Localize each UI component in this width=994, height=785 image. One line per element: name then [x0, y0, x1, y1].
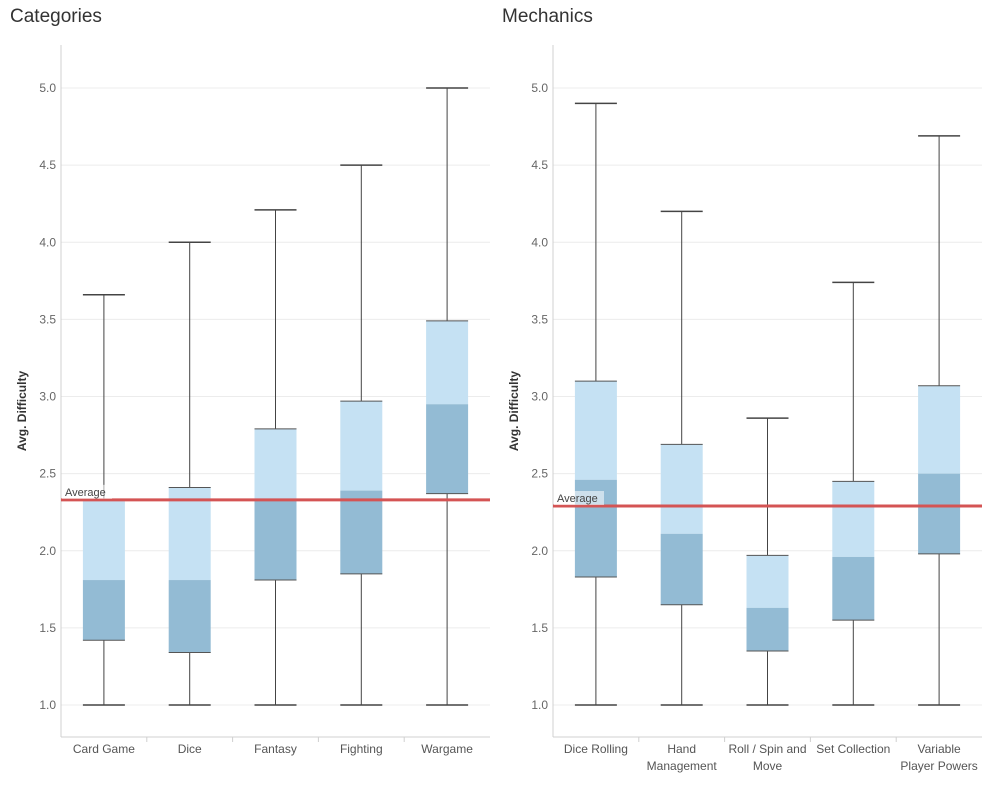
upper-box: [746, 555, 789, 608]
lower-box: [918, 473, 961, 554]
upper-box: [660, 444, 703, 534]
y-tick-label: 5.0: [39, 81, 56, 95]
upper-box: [82, 499, 125, 581]
y-tick-label: 3.0: [531, 390, 548, 404]
lower-box: [168, 580, 211, 653]
upper-box: [574, 381, 617, 480]
y-tick-label: 1.0: [39, 698, 56, 712]
y-tick-label: 4.0: [531, 235, 548, 249]
average-label: Average: [557, 493, 598, 505]
lower-box: [340, 490, 383, 574]
y-tick-label: 1.0: [531, 698, 548, 712]
y-tick-label: 2.0: [531, 544, 548, 558]
x-category-label: Move: [753, 759, 783, 773]
lower-box: [426, 404, 469, 494]
x-category-label: Variable: [918, 742, 961, 756]
panel-title: Mechanics: [502, 6, 593, 27]
y-axis-title: Avg. Difficulty: [15, 371, 29, 452]
y-tick-label: 2.0: [39, 544, 56, 558]
average-label-background: [554, 491, 604, 506]
upper-box: [340, 401, 383, 491]
y-tick-label: 4.5: [531, 158, 548, 172]
y-tick-label: 3.0: [39, 390, 56, 404]
upper-box: [254, 428, 297, 500]
x-category-label: Wargame: [421, 742, 473, 756]
x-category-label: Player Powers: [900, 759, 977, 773]
lower-box: [254, 499, 297, 581]
upper-box: [426, 320, 469, 405]
y-tick-label: 4.5: [39, 158, 56, 172]
y-tick-label: 2.5: [39, 467, 56, 481]
y-tick-label: 1.5: [39, 621, 56, 635]
panel-title: Categories: [10, 6, 102, 27]
lower-box: [82, 580, 125, 641]
x-category-label: Roll / Spin and: [728, 742, 806, 756]
y-tick-label: 1.5: [531, 621, 548, 635]
y-tick-label: 3.5: [531, 312, 548, 326]
lower-box: [832, 556, 875, 621]
x-category-label: Fantasy: [254, 742, 297, 756]
x-category-label: Dice Rolling: [564, 742, 628, 756]
y-axis-title: Avg. Difficulty: [507, 371, 521, 452]
upper-box: [168, 487, 211, 581]
y-tick-label: 2.5: [531, 467, 548, 481]
y-tick-label: 5.0: [531, 81, 548, 95]
y-tick-label: 4.0: [39, 235, 56, 249]
lower-box: [746, 607, 789, 652]
upper-box: [918, 385, 961, 474]
lower-box: [660, 533, 703, 605]
x-category-label: Dice: [178, 742, 202, 756]
x-category-label: Management: [647, 759, 718, 773]
average-label-background: [62, 484, 112, 499]
x-category-label: Fighting: [340, 742, 383, 756]
x-category-label: Hand: [667, 742, 696, 756]
x-category-label: Set Collection: [816, 742, 890, 756]
y-tick-label: 3.5: [39, 312, 56, 326]
x-category-label: Card Game: [73, 742, 135, 756]
average-label: Average: [65, 487, 106, 499]
upper-box: [832, 481, 875, 557]
